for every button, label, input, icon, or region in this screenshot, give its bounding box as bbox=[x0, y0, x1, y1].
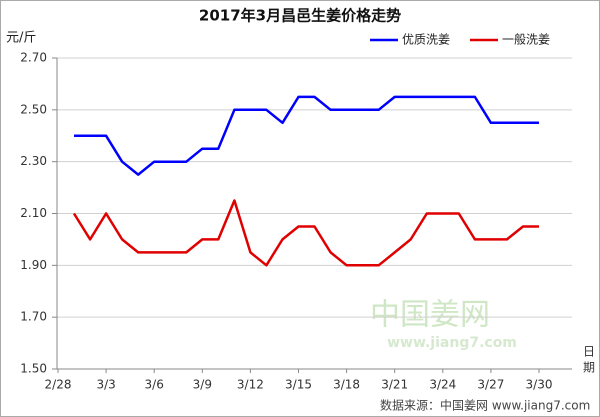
y-tick-label: 2.10 bbox=[20, 206, 47, 220]
y-tick-label: 2.70 bbox=[20, 51, 47, 65]
data-line bbox=[74, 95, 539, 176]
chart-title: 2017年3月昌邑生姜价格走势 bbox=[199, 7, 401, 25]
x-tick-label: 3/9 bbox=[193, 378, 212, 392]
x-tick-label: 3/15 bbox=[285, 378, 312, 392]
y-tick-label: 2.30 bbox=[20, 154, 47, 168]
x-axis-label: 日期 bbox=[583, 345, 595, 375]
x-tick-label: 3/6 bbox=[145, 378, 164, 392]
y-tick-label: 1.70 bbox=[20, 310, 47, 324]
x-tick-label: 3/3 bbox=[96, 378, 115, 392]
x-tick-label: 3/30 bbox=[526, 378, 553, 392]
watermark: 中国姜网 www.jiang7.com bbox=[370, 298, 517, 352]
watermark-text: 中国姜网 bbox=[370, 298, 490, 333]
legend-label: 优质洗姜 bbox=[402, 33, 450, 47]
y-tick-label: 1.90 bbox=[20, 258, 47, 272]
source-note: 数据来源：中国姜网 www.jiang7.com bbox=[380, 398, 590, 413]
legend-label: 一般洗姜 bbox=[502, 32, 550, 47]
data-line bbox=[72, 199, 539, 267]
x-tick-label: 3/24 bbox=[429, 378, 456, 392]
y-tick-label: 2.50 bbox=[20, 102, 47, 116]
y-axis-label: 元/斤 bbox=[6, 31, 36, 46]
x-tick-label: 3/12 bbox=[237, 378, 264, 392]
watermark-url: www.jiang7.com bbox=[387, 335, 517, 351]
x-tick-label: 3/27 bbox=[477, 378, 504, 392]
y-tick-label: 1.50 bbox=[20, 362, 47, 376]
x-tick-label: 3/18 bbox=[333, 378, 360, 392]
x-axis-label-char: 期 bbox=[583, 361, 595, 375]
x-axis-label-char: 日 bbox=[583, 345, 595, 359]
x-tick-label: 3/21 bbox=[381, 378, 408, 392]
x-tick-label: 2/28 bbox=[45, 378, 72, 392]
